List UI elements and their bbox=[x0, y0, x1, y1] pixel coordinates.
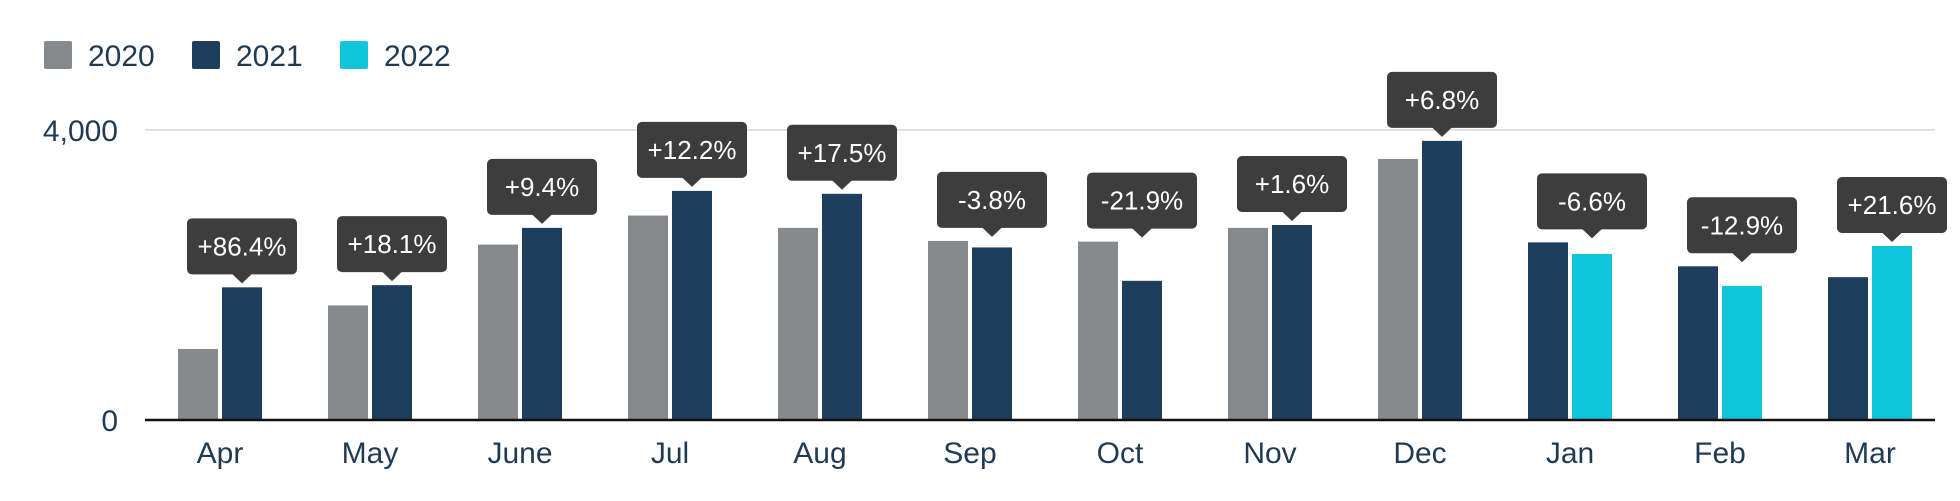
callout-label: +86.4% bbox=[198, 231, 287, 261]
callout-box bbox=[187, 218, 297, 275]
callout-label: -3.8% bbox=[958, 185, 1026, 215]
legend-swatch-2022 bbox=[340, 41, 368, 69]
callout-label: -12.9% bbox=[1701, 210, 1783, 240]
callout-label: -21.9% bbox=[1101, 186, 1183, 216]
y-tick-label: 0 bbox=[101, 405, 118, 438]
legend: 2020 2021 2022 bbox=[44, 40, 451, 73]
callout-label: -6.6% bbox=[1558, 186, 1626, 216]
callout-pointer bbox=[1432, 127, 1452, 137]
callout-aug: +17.5% bbox=[787, 124, 897, 190]
x-tick-label: Mar bbox=[1844, 437, 1896, 470]
bar-aug-2020 bbox=[778, 227, 818, 420]
bar-feb-2021 bbox=[1678, 266, 1718, 420]
callout-label: +21.6% bbox=[1848, 190, 1937, 220]
bar-apr-2020 bbox=[178, 348, 218, 420]
callout-pointer bbox=[232, 273, 252, 284]
x-tick-label: Oct bbox=[1097, 437, 1144, 470]
callout-box bbox=[1537, 173, 1647, 230]
x-tick-label: Nov bbox=[1243, 437, 1296, 470]
callout-sep: -3.8% bbox=[937, 171, 1047, 237]
callout-label: +6.8% bbox=[1405, 85, 1479, 115]
bar-sep-2021 bbox=[972, 247, 1012, 420]
x-tick-label: May bbox=[342, 437, 399, 470]
bar-aug-2021 bbox=[822, 193, 862, 420]
bar-june-2020 bbox=[478, 244, 518, 420]
bar-mar-2022 bbox=[1872, 246, 1912, 420]
callout-label: +1.6% bbox=[1255, 169, 1329, 199]
bar-may-2020 bbox=[328, 305, 368, 420]
x-tick-label: Sep bbox=[943, 437, 996, 470]
x-tick-label: Apr bbox=[197, 437, 244, 470]
legend-label-2021: 2021 bbox=[236, 40, 303, 73]
legend-swatch-2021 bbox=[192, 41, 220, 69]
bar-oct-2020 bbox=[1078, 241, 1118, 420]
callout-apr: +86.4% bbox=[187, 218, 297, 284]
legend-label-2022: 2022 bbox=[384, 40, 451, 73]
callout-dec: +6.8% bbox=[1387, 71, 1497, 137]
bar-dec-2021 bbox=[1422, 140, 1462, 420]
callout-pointer bbox=[1582, 228, 1602, 239]
x-tick-label: Jan bbox=[1546, 437, 1594, 470]
x-tick-label: Dec bbox=[1393, 437, 1446, 470]
callout-oct: -21.9% bbox=[1087, 172, 1197, 238]
bars bbox=[178, 140, 1912, 420]
callout-pointer bbox=[1282, 211, 1302, 221]
callout-pointer bbox=[1132, 228, 1152, 238]
callout-box bbox=[1687, 197, 1797, 254]
callout-box bbox=[937, 171, 1047, 228]
callout-pointer bbox=[1882, 232, 1902, 242]
y-tick-label: 4,000 bbox=[43, 115, 118, 148]
bar-feb-2022 bbox=[1722, 285, 1762, 420]
bar-may-2021 bbox=[372, 285, 412, 420]
callout-june: +9.4% bbox=[487, 158, 597, 224]
callout-mar: +21.6% bbox=[1837, 177, 1947, 242]
bar-mar-2021 bbox=[1828, 277, 1868, 420]
callout-box bbox=[787, 124, 897, 181]
callout-feb: -12.9% bbox=[1687, 197, 1797, 263]
callout-label: +9.4% bbox=[505, 172, 579, 202]
callout-box bbox=[1087, 172, 1197, 229]
callout-box bbox=[1237, 155, 1347, 212]
callout-pointer bbox=[532, 214, 552, 224]
x-tick-label: June bbox=[487, 437, 552, 470]
bar-jul-2020 bbox=[628, 215, 668, 420]
bar-june-2021 bbox=[522, 227, 562, 420]
x-tick-label: Feb bbox=[1694, 437, 1746, 470]
callout-nov: +1.6% bbox=[1237, 155, 1347, 221]
x-tick-label: Jul bbox=[651, 437, 689, 470]
callout-box bbox=[337, 216, 447, 273]
legend-swatch-2020 bbox=[44, 41, 72, 69]
callout-jul: +12.2% bbox=[637, 121, 747, 187]
callout-pointer bbox=[832, 180, 852, 190]
callout-box bbox=[637, 121, 747, 178]
callout-jan: -6.6% bbox=[1537, 173, 1647, 239]
bar-apr-2021 bbox=[222, 287, 262, 420]
callout-label: +17.5% bbox=[798, 138, 887, 168]
bar-jul-2021 bbox=[672, 190, 712, 420]
callout-pointer bbox=[682, 177, 702, 187]
bar-jan-2022 bbox=[1572, 253, 1612, 420]
callout-box bbox=[487, 158, 597, 215]
bar-nov-2021 bbox=[1272, 224, 1312, 420]
bar-sep-2020 bbox=[928, 240, 968, 420]
callout-pointer bbox=[382, 271, 402, 282]
bar-nov-2020 bbox=[1228, 227, 1268, 420]
legend-label-2020: 2020 bbox=[88, 40, 155, 73]
change-callouts: +86.4% +18.1% +9.4% +12.2% +17.5% -3.8% -21.9%… bbox=[187, 71, 1947, 284]
bar-jan-2021 bbox=[1528, 242, 1568, 420]
callout-may: +18.1% bbox=[337, 216, 447, 282]
callout-pointer bbox=[982, 227, 1002, 237]
callout-label: +18.1% bbox=[348, 229, 437, 259]
callout-label: +12.2% bbox=[648, 135, 737, 165]
callout-box bbox=[1387, 71, 1497, 128]
bar-dec-2020 bbox=[1378, 159, 1418, 420]
callout-pointer bbox=[1732, 252, 1752, 263]
gridlines: 0 4,000 bbox=[43, 115, 1935, 438]
x-tick-label: Aug bbox=[793, 437, 846, 470]
callout-box bbox=[1837, 177, 1947, 233]
bar-oct-2021 bbox=[1122, 280, 1162, 420]
x-axis: Apr May June Jul Aug Sep Oct Nov Dec Jan Feb Mar bbox=[145, 418, 1935, 470]
